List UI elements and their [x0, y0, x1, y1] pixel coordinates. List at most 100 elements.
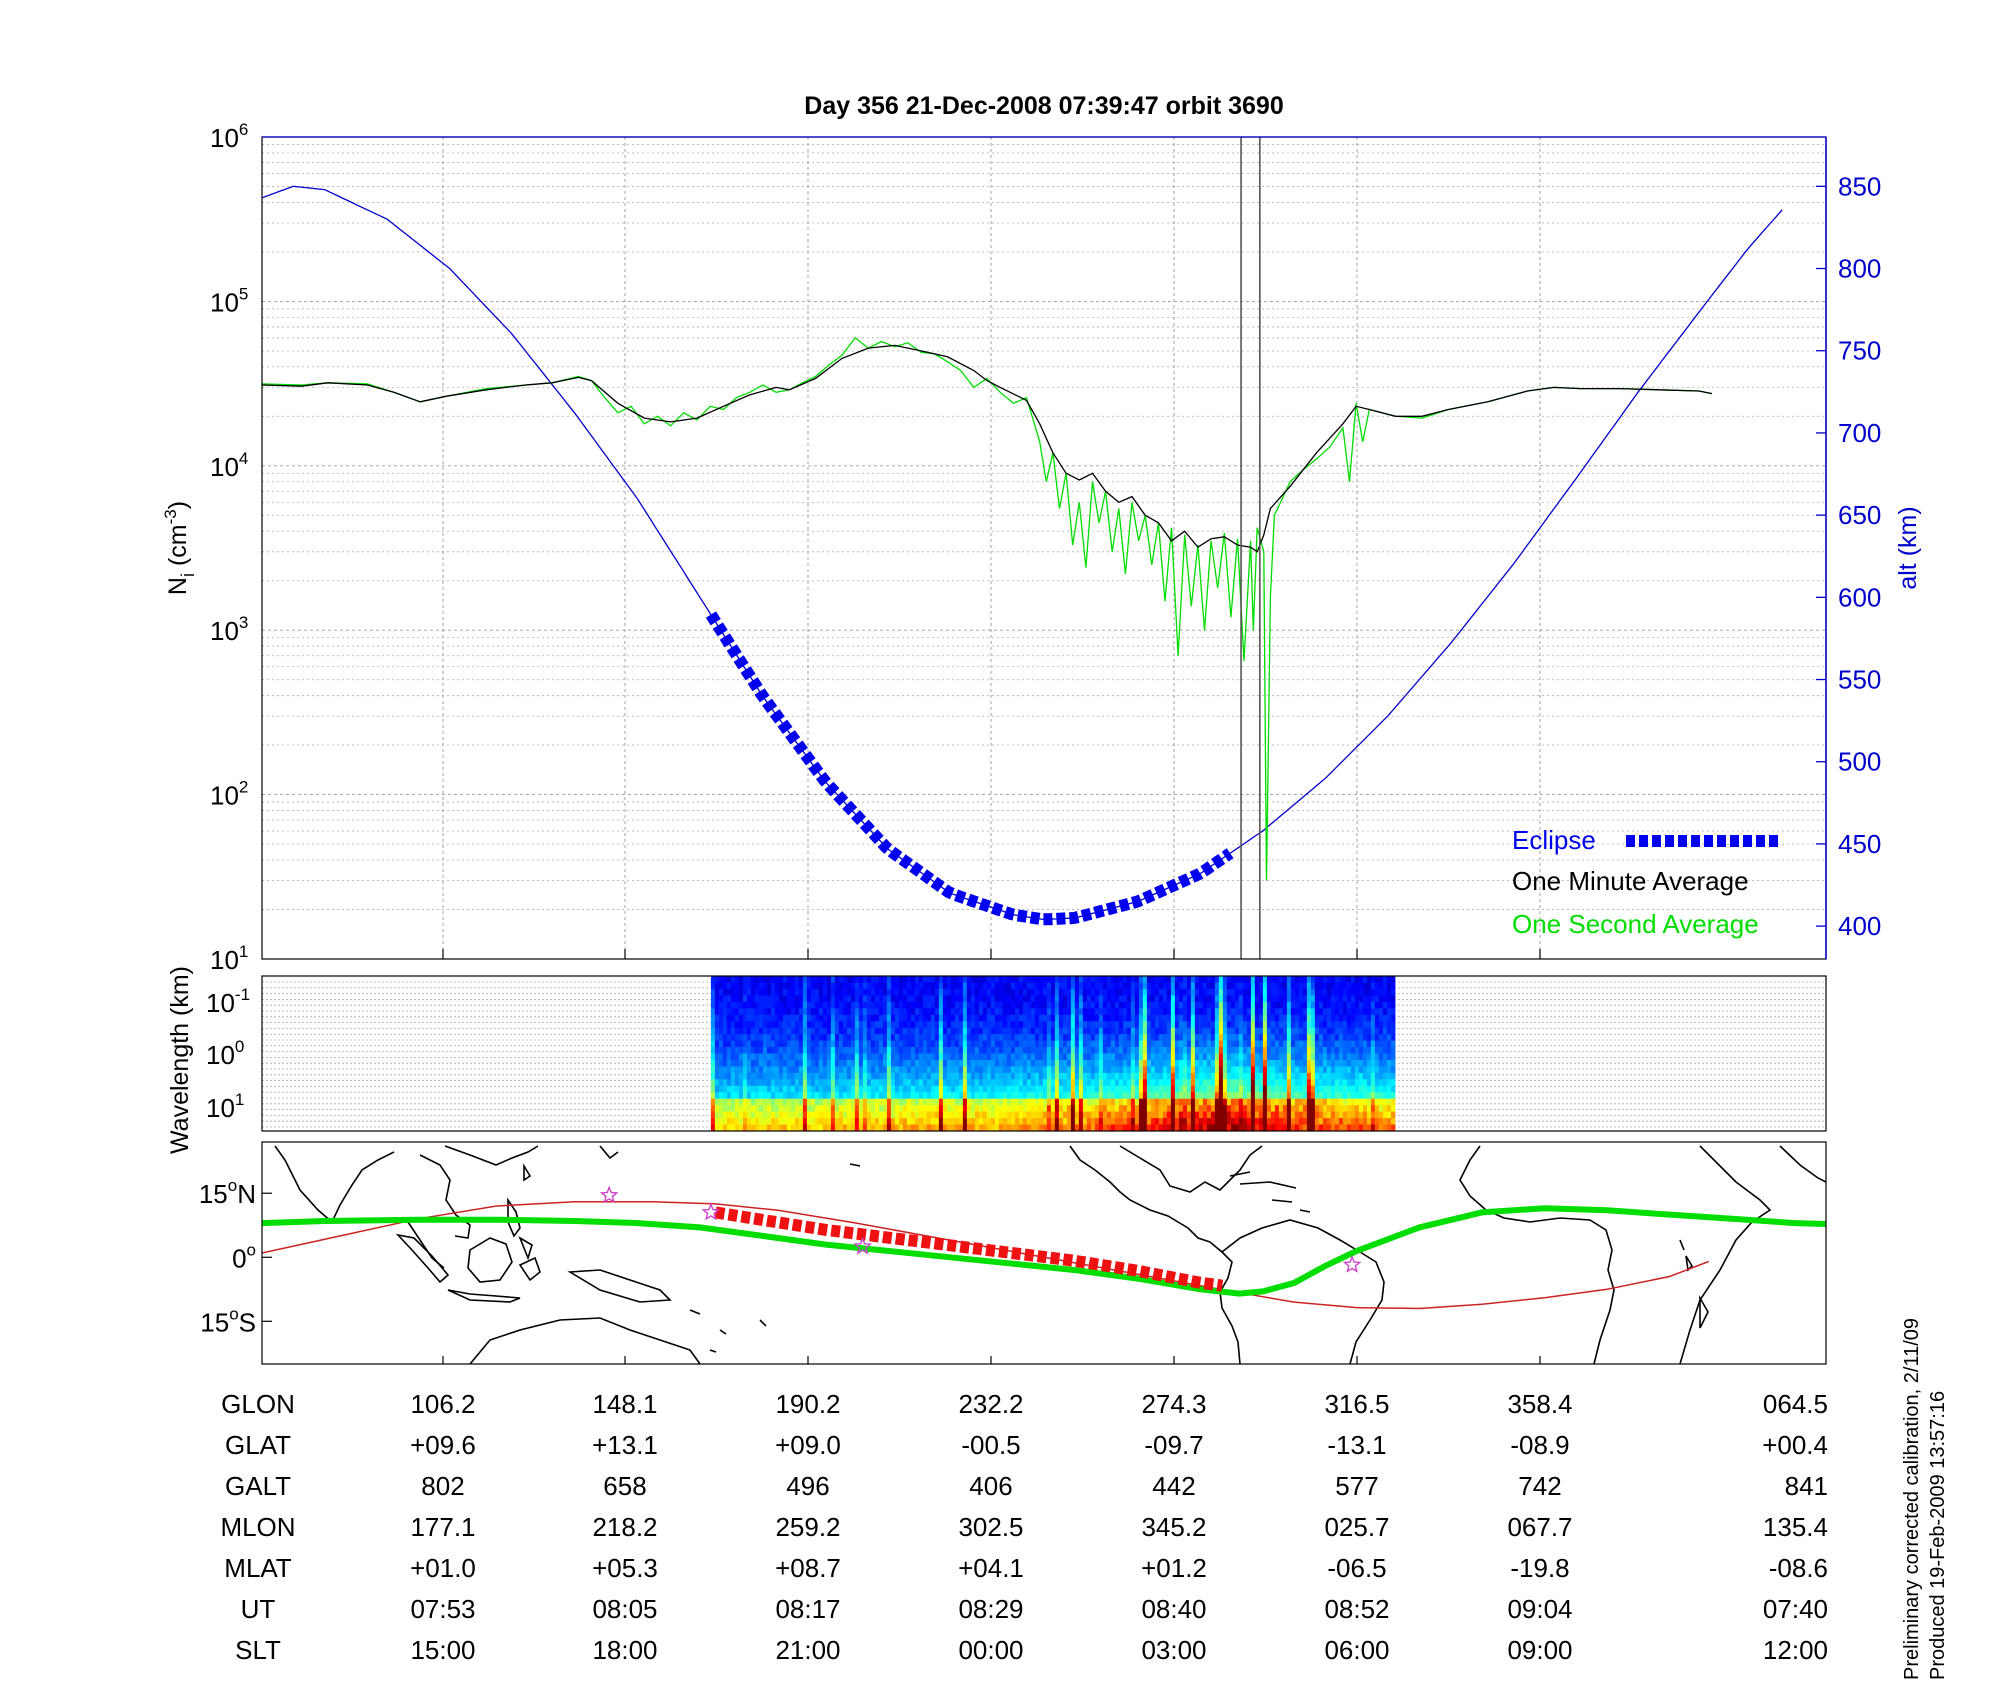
spectrogram-cell	[978, 1066, 984, 1074]
spectrogram-cell	[946, 1105, 952, 1113]
spectrogram-cell	[1018, 1066, 1024, 1074]
spectrogram-cell	[886, 1008, 892, 1016]
spectrogram-cell	[746, 1124, 752, 1132]
spectrogram-cell	[1114, 1079, 1120, 1087]
ephemeris-cell: 067.7	[1507, 1512, 1572, 1542]
spectrogram-cell	[994, 976, 1000, 983]
spectrogram-cell	[1326, 976, 1332, 983]
coast-pacific-islands	[689, 1163, 861, 1353]
spectrogram-cell	[1158, 1105, 1164, 1113]
spectrogram-cell	[1082, 1092, 1088, 1100]
spectrogram-cell	[1226, 976, 1232, 983]
spectrogram-cell	[1086, 976, 1092, 983]
spectrogram-cell	[794, 1053, 800, 1061]
spectrogram-cell	[714, 1008, 720, 1016]
spectrogram-cell	[1186, 1053, 1192, 1061]
spectrogram-cell	[890, 1098, 896, 1106]
spectrogram-cell	[1062, 1001, 1068, 1009]
spectrogram-cell	[1158, 1098, 1164, 1106]
spectrogram-cell	[850, 1053, 856, 1061]
spectrogram-cell	[1058, 1021, 1064, 1029]
spectrogram-cell	[1266, 1092, 1272, 1100]
spectrogram-cell	[822, 1060, 828, 1067]
spectrogram-cell	[1174, 1066, 1180, 1074]
spectrogram-cell	[798, 1066, 804, 1074]
spectrogram-cell	[914, 1053, 920, 1061]
spectrogram-cell	[1078, 982, 1084, 990]
spectrogram-cell	[990, 1072, 996, 1080]
spectrogram-cell	[758, 1066, 764, 1074]
spectrogram-cell	[1310, 1053, 1316, 1061]
spectrogram-cell	[1386, 988, 1392, 996]
spectrogram-cell	[982, 1111, 988, 1119]
spectrogram-cell	[1322, 976, 1328, 983]
spectrogram-cell	[1318, 976, 1324, 983]
spectrogram-cell	[758, 1079, 764, 1087]
spectrogram-cell	[1318, 1105, 1324, 1113]
spectrogram-cell	[1110, 1008, 1116, 1016]
spectrogram-cell	[1334, 1060, 1340, 1067]
spectrogram-cell	[1306, 1014, 1312, 1022]
spectrogram-cell	[1166, 1092, 1172, 1100]
spectrogram-cell	[930, 1066, 936, 1074]
spectrogram-cells	[710, 976, 1396, 1132]
spectrogram-cell	[774, 1105, 780, 1113]
spectrogram-cell	[734, 1021, 740, 1029]
spectrogram-cell	[1258, 1066, 1264, 1074]
spectrogram-cell	[758, 1124, 764, 1132]
spectrogram-cell	[1226, 1118, 1232, 1126]
ephemeris-cell: 08:29	[958, 1594, 1023, 1624]
spectrogram-cell	[866, 995, 872, 1003]
spectrogram-cell	[886, 1053, 892, 1061]
spectrogram-cell	[1058, 1092, 1064, 1100]
spectrogram-cell	[866, 1040, 872, 1048]
spectrogram-cell	[1274, 1034, 1280, 1042]
spectrogram-cell	[1106, 976, 1112, 983]
spectrogram-cell	[1218, 1021, 1224, 1029]
tick-base: 10	[210, 287, 239, 317]
spectrogram-cell	[1126, 1066, 1132, 1074]
spectrogram-cell	[1178, 1092, 1184, 1100]
spectrogram-cell	[906, 1124, 912, 1132]
spectrogram-cell	[994, 1124, 1000, 1132]
spectrogram-cell	[1174, 1105, 1180, 1113]
spectrogram-cell	[1170, 1060, 1176, 1067]
spectrogram-cell	[1102, 1047, 1108, 1054]
spectrogram-cell	[1294, 988, 1300, 996]
spectrogram-cell	[842, 1066, 848, 1074]
spectrogram-cell	[1322, 1053, 1328, 1061]
spectrogram-cell	[1282, 1001, 1288, 1009]
spectrogram-cell	[970, 1072, 976, 1080]
spectrogram-cell	[1378, 1085, 1384, 1093]
spectrogram-cell	[882, 1105, 888, 1113]
spectrogram-cell	[738, 1040, 744, 1048]
spectrogram-cell	[898, 1092, 904, 1100]
spectrogram-cell	[1050, 1060, 1056, 1067]
spectrogram-cell	[1030, 1098, 1036, 1106]
spectrogram-cell	[1350, 1060, 1356, 1067]
spectrogram-cell	[1214, 1021, 1220, 1029]
spectrogram-cell	[902, 1008, 908, 1016]
spectrogram-cell	[946, 1066, 952, 1074]
spectrogram-cell	[1326, 1040, 1332, 1048]
spectrogram-cell	[958, 1008, 964, 1016]
spectrogram-cell	[1314, 1066, 1320, 1074]
spectrogram-cell	[874, 1014, 880, 1022]
spectrogram-cell	[1230, 1008, 1236, 1016]
spectrogram-cell	[1386, 976, 1392, 983]
spectrogram-cell	[1246, 1092, 1252, 1100]
spectrogram-cell	[1118, 1079, 1124, 1087]
spectrogram-cell	[1338, 1060, 1344, 1067]
spectrogram-cell	[966, 1034, 972, 1042]
spectrogram-cell	[794, 982, 800, 990]
star-marker	[701, 1202, 721, 1221]
spectrogram-cell	[726, 1040, 732, 1048]
spectrogram-cell	[1206, 1066, 1212, 1074]
spectrogram-cell	[1390, 1047, 1396, 1054]
spectrogram-cell	[1286, 1079, 1292, 1087]
spectrogram-cell	[1102, 995, 1108, 1003]
spectrogram-cell	[1018, 988, 1024, 996]
spectrogram-cell	[1006, 1092, 1012, 1100]
spectrogram-cell	[1214, 988, 1220, 996]
